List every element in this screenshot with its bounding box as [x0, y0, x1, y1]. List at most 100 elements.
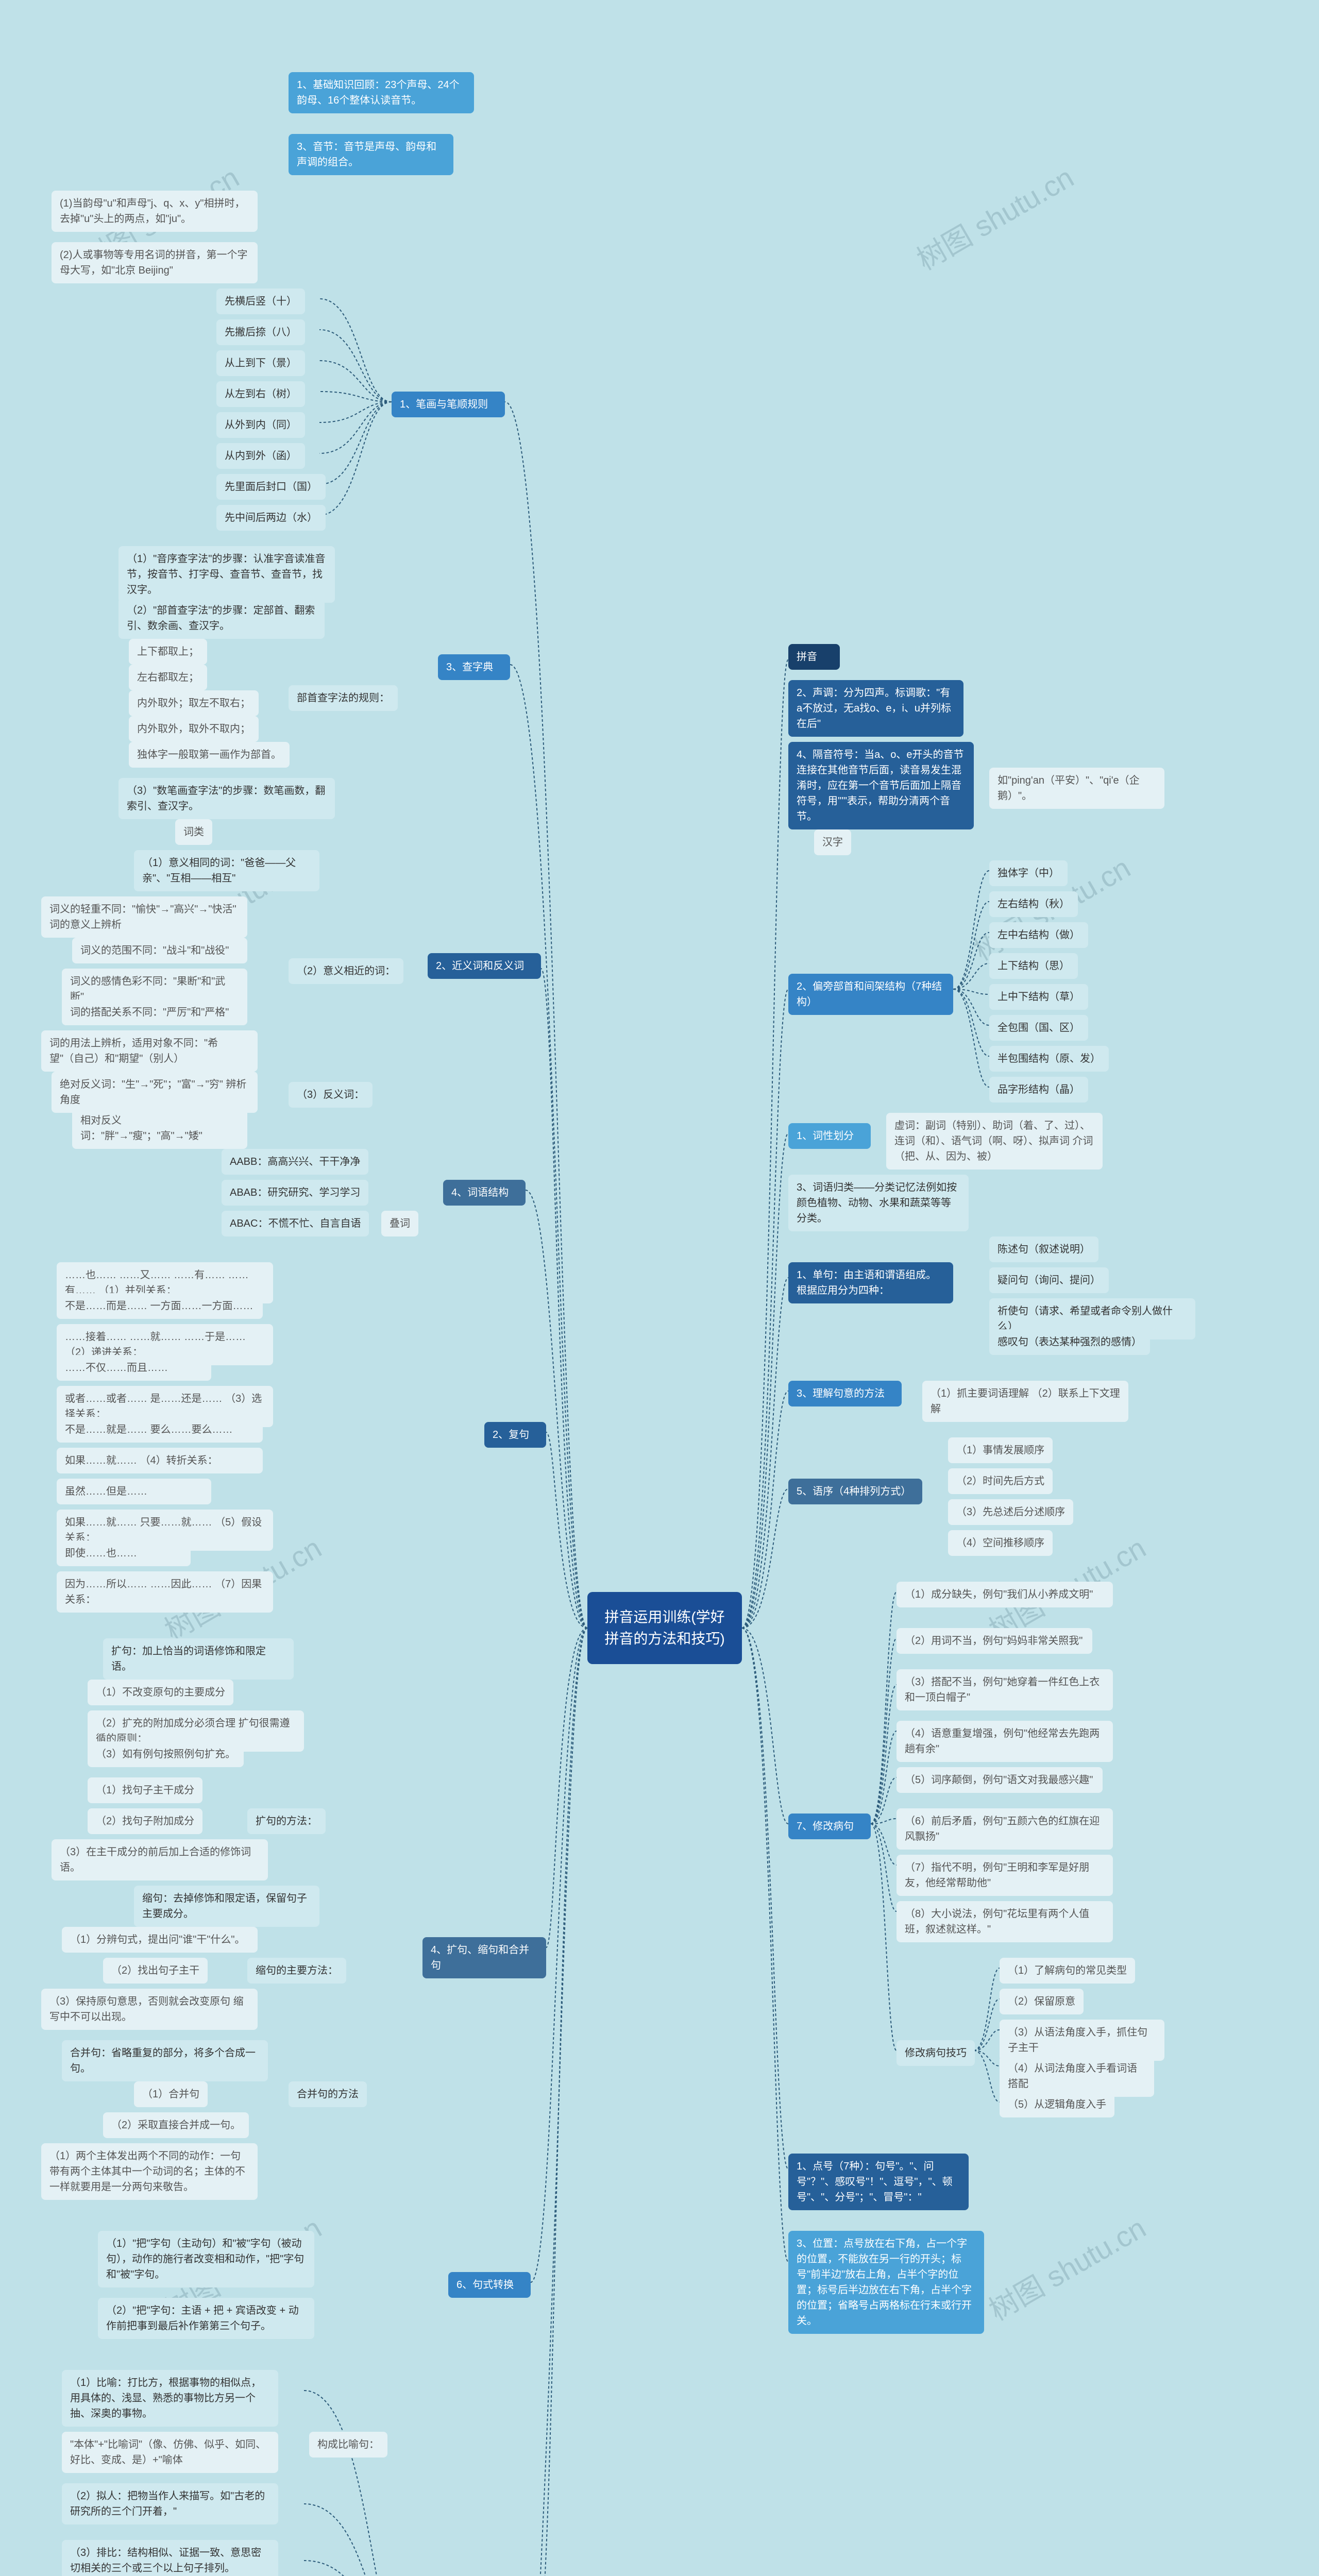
kj6: （3）在主干成分的前后加上合适的修饰词语。: [52, 1839, 268, 1880]
sj1: （1）分辨句式，提出问"谁"干"什么"。: [62, 1927, 258, 1953]
fj6: 不是……就是…… 要么……要么……: [57, 1417, 263, 1443]
cy-dieyin: 叠词: [381, 1211, 418, 1236]
db3: 内外取外；取左不取右；: [129, 690, 259, 716]
xg4: （4）语意重复增强，例句"他经常去先跑两趟有余": [897, 1721, 1113, 1762]
sj3: （3）保持原句意思，否则就会改变原句 缩写中不可以出现。: [41, 1989, 258, 2030]
fj4: ……不仅……而且……: [57, 1355, 211, 1381]
jfg3: （3）反义词：: [289, 1082, 373, 1108]
yx1: （1）事情发展顺序: [948, 1437, 1053, 1463]
pbjg: 2、偏旁部首和间架结构（7种结构）: [788, 974, 953, 1015]
jg7: 半包围结构（原、发）: [989, 1046, 1109, 1072]
left-bihua: 1、笔画与笔顺规则: [392, 392, 505, 417]
jg1: 独体字（中）: [989, 860, 1068, 886]
r4: 4、隔音符号：当a、o、e开头的音节连接在其他音节后面，读音易发生混淆时，应在第…: [788, 742, 974, 829]
danju: 1、单句：由主语和谓语组成。根据应用分为四种：: [788, 1262, 953, 1303]
jg3: 左中右结构（做）: [989, 922, 1088, 948]
left-basic: 1、基础知识回顾：23个声母、24个韵母、16个整体认读音节。: [289, 72, 474, 113]
bh1: 先横后竖（十）: [216, 289, 305, 314]
xc2: "本体"+"比喻词"（像、仿佛、似乎、如同、好比、变成、是）+"喻体: [62, 2432, 278, 2473]
xcgs: 构成比喻句：: [309, 2432, 387, 2458]
watermark: 树图 shutu.cn: [908, 155, 1080, 279]
kjstep: 扩句的方法：: [247, 1808, 326, 1834]
cixingr: 虚词：副词（特别）、助词（着、了、过）、连词（和）、语气词（啊、呀）、拟声词 介…: [886, 1113, 1103, 1170]
jfg1: （1）意义相同的词："爸爸——父亲"、"互相——相互": [134, 850, 319, 891]
kj4: （1）找句子主干成分: [88, 1777, 202, 1803]
xgjq3: （3）从语法角度入手，抓住句子主干: [1000, 2020, 1164, 2061]
bh3: 从上到下（景）: [216, 350, 305, 376]
xgjq1: （1）了解病句的常见类型: [1000, 1958, 1135, 1984]
db2: 左右都取左；: [129, 665, 207, 690]
bh4: 从左到右（树）: [216, 381, 305, 407]
xgjq: 修改病句技巧: [897, 2040, 975, 2066]
xgjq5: （5）从逻辑角度入手: [1000, 2092, 1114, 2117]
yx3: （3）先总述后分述顺序: [948, 1499, 1073, 1525]
db5: 独体字一般取第一画作为部首。: [129, 742, 290, 768]
jfs5: 词的搭配关系不同："严厉"和"严格": [62, 999, 247, 1025]
jfs1: 词义的轻重不同："愉快"→"高兴"→"快活" 词的意义上辨析: [41, 896, 247, 938]
d1: （1）"音序查字法"的步骤：认准字音读准音节，按音节、打字母、查音节、查音节，找…: [119, 546, 335, 603]
d2: （2）"部首查字法"的步骤：定部首、翻索引、数余画、查汉字。: [119, 598, 325, 639]
db4: 内外取外，取外不取内；: [129, 716, 259, 742]
jfs6: 词的用法上辨析，适用对象不同："希望"（自己）和"期望"（别人）: [41, 1030, 258, 1072]
hbj: 合并句：省略重复的部分，将多个合成一句。: [62, 2040, 268, 2081]
db1: 上下都取上；: [129, 639, 207, 665]
mindmap-canvas: 树图 shutu.cn 树图 shutu.cn 树图 shutu.cn 树图 s…: [0, 0, 1319, 2576]
left-yinjie-a: (1)当韵母"u"和声母"j、q、x、y"相拼时，去掉"u"头上的两点，如"ju…: [52, 191, 258, 232]
jfr1: 绝对反义词："生"→"死"；"富"→"穷" 辨析角度: [52, 1072, 258, 1113]
root-node: 拼音运用训练(学好拼音的方法和技巧): [587, 1592, 742, 1664]
xc4: （3）排比：结构相似、证据一致、意思密切相关的三个或三个以上句子排列。: [62, 2540, 278, 2576]
hbj3: （1）两个主体发出两个不同的动作：一句带有两个主体其中一个动词的名；主体的不一样…: [41, 2143, 258, 2200]
hanzi: 汉字: [814, 829, 851, 855]
left-dict: 3、查字典: [438, 654, 510, 680]
dianhao: 1、点号（7种）：句号"。"、问号"？"、感叹号"！"、逗号"，"、顿号"、"、…: [788, 2154, 969, 2210]
fj7: 如果……就…… （4）转折关系：: [57, 1448, 263, 1473]
left-kuoju: 4、扩句、缩句和合并句: [422, 1937, 546, 1978]
left-fuyu: 2、复句: [484, 1422, 546, 1448]
fj11: 因为……所以…… ……因此…… （7）因果关系：: [57, 1571, 273, 1613]
d-cilei: 词类: [175, 819, 212, 845]
sj: 缩句：去掉修饰和限定语，保留句子主要成分。: [134, 1886, 319, 1927]
bh5: 从外到内（同）: [216, 412, 305, 438]
cy3: ABAC：不慌不忙、自言自语: [222, 1211, 369, 1236]
jg5: 上中下结构（草）: [989, 984, 1088, 1010]
yuxu: 5、语序（4种排列方式）: [788, 1479, 922, 1504]
watermark: 树图 shutu.cn: [980, 2206, 1152, 2329]
jg2: 左右结构（秋）: [989, 891, 1078, 917]
jfr2: 相对反义词："胖"→"瘦"；"高"→"矮": [72, 1108, 247, 1149]
bh6: 从内到外（函）: [216, 443, 305, 469]
kj3: （3）如有例句按照例句扩充。: [88, 1741, 244, 1767]
js1: （1）"把"字句（主动句）和"被"字句（被动句），动作的施行者改变相和动作，"把…: [98, 2231, 314, 2287]
left-yinjie-b: (2)人或事物等专用名词的拼音，第一个字母大写，如"北京 Beijing": [52, 242, 258, 283]
xg7: （7）指代不明，例句"王明和李军是好朋友，他经常帮助他": [897, 1855, 1113, 1896]
left-ciyu: 4、词语结构: [443, 1180, 526, 1206]
sj2: （2）找出句子主干: [103, 1958, 208, 1984]
left-jinfan: 2、近义词和反义词: [428, 953, 541, 979]
kjtop: 扩句：加上恰当的词语修饰和限定语。: [103, 1638, 294, 1680]
fj8: 虽然……但是……: [57, 1479, 211, 1504]
kj5: （2）找句子附加成分: [88, 1808, 202, 1834]
xc1: （1）比喻：打比方，根据事物的相似点，用具体的、浅显、熟悉的事物比方另一个抽、深…: [62, 2370, 278, 2427]
d-bushou: 部首查字法的规则：: [289, 685, 398, 711]
xgjq4: （4）从词法角度入手看词语搭配: [1000, 2056, 1154, 2097]
yx4: （4）空间推移顺序: [948, 1530, 1053, 1556]
xg6: （6）前后矛盾，例句"五颜六色的红旗在迎风飘扬": [897, 1808, 1113, 1850]
hbj1: （1）合并句: [134, 2081, 208, 2107]
lj1: （1）抓主要词语理解 （2）联系上下文理解: [922, 1381, 1128, 1422]
xc3: （2）拟人：把物当作人来描写。如"古老的研究所的三个门开着，": [62, 2483, 278, 2524]
dj1: 陈述句（叙述说明）: [989, 1236, 1098, 1262]
hbjm: 合并句的方法: [289, 2081, 367, 2107]
left-jushi: 6、句式转换: [448, 2272, 531, 2298]
jg4: 上下结构（思）: [989, 953, 1078, 979]
cy1: AABB：高高兴兴、干干净净: [222, 1149, 368, 1175]
jfs2: 词义的范围不同："战斗"和"战役": [72, 938, 247, 963]
xg1: （1）成分缺失，例句"我们从小养成文明": [897, 1582, 1113, 1607]
bh8: 先中间后两边（水）: [216, 505, 326, 531]
r4ex: 如"ping'an（平安）"、"qi'e（企鹅）"。: [989, 768, 1164, 809]
dj2: 疑问句（询问、提问）: [989, 1267, 1109, 1293]
kj1: （1）不改变原句的主要成分: [88, 1680, 233, 1705]
hbj2: （2）采取直接合并成一句。: [103, 2112, 249, 2138]
fj2: 不是……而是…… 一方面……一方面……: [57, 1293, 263, 1319]
bh7: 先里面后封口（国）: [216, 474, 326, 500]
xg8: （8）大小说法，例句"花坛里有两个人值班，叙述就这样。": [897, 1901, 1113, 1942]
xg2: （2）用词不当，例句"妈妈非常关照我": [897, 1628, 1092, 1654]
